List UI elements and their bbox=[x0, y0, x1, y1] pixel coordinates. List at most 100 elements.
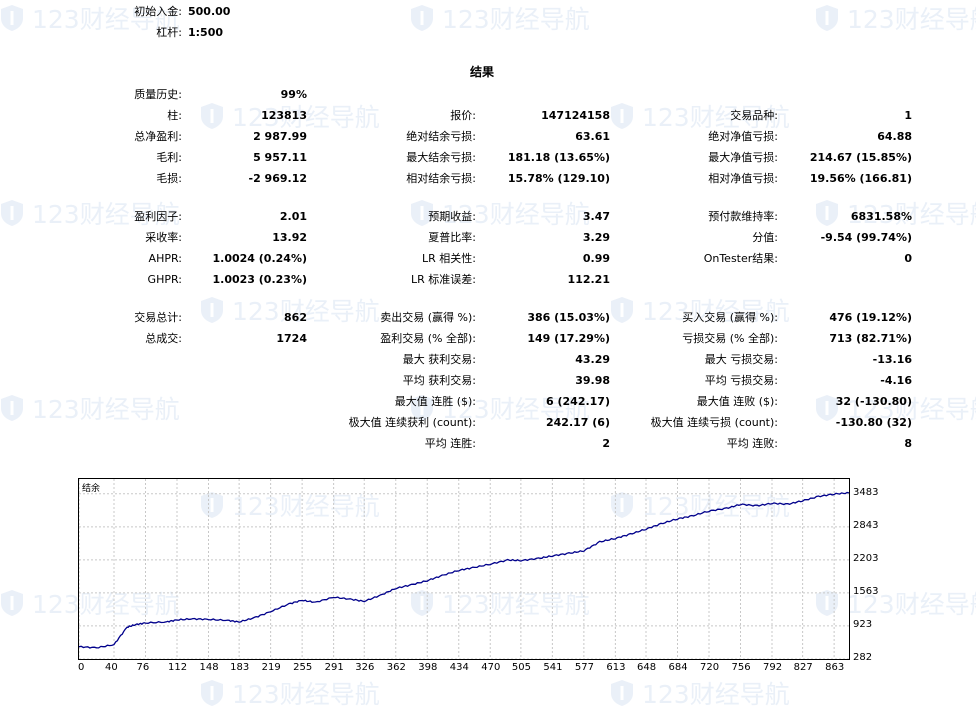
y-tick-label: 2203 bbox=[853, 552, 879, 564]
balance-chart: 结余 bbox=[78, 478, 850, 660]
stat-label: 采收率: bbox=[145, 231, 182, 244]
stat-value: 32 (-130.80) bbox=[835, 395, 912, 408]
stat-value: 242.17 (6) bbox=[546, 416, 610, 429]
watermark-text: 123财经导航 bbox=[847, 5, 976, 34]
x-tick-label: 434 bbox=[449, 662, 469, 673]
stat-label: LR 标准误差: bbox=[411, 273, 476, 286]
stat-label: LR 相关性: bbox=[422, 252, 476, 265]
x-tick-label: 827 bbox=[793, 662, 813, 673]
stat-value: 147124158 bbox=[541, 109, 610, 122]
y-tick-label: 1563 bbox=[853, 585, 879, 597]
watermark: 123财经导航 bbox=[610, 675, 790, 711]
stat-value: 2 bbox=[602, 437, 610, 450]
stat-label: OnTester结果: bbox=[703, 252, 778, 265]
stat-value: 214.67 (15.85%) bbox=[809, 151, 912, 164]
stat-value: 2 987.99 bbox=[253, 130, 307, 143]
stat-label: 最大结余亏损: bbox=[406, 151, 476, 164]
stat-label: 平均 连胜: bbox=[424, 437, 476, 450]
y-tick-label: 3483 bbox=[853, 486, 879, 498]
initial-deposit-label: 初始入金: bbox=[134, 5, 182, 18]
section-title: 结果 bbox=[470, 65, 495, 79]
stat-value: 5 957.11 bbox=[253, 151, 307, 164]
stat-label: 平均 亏损交易: bbox=[704, 374, 778, 387]
stat-label: 买入交易 (赢得 %): bbox=[682, 311, 778, 324]
stat-value: 112.21 bbox=[567, 273, 610, 286]
stat-label: GHPR: bbox=[147, 273, 182, 286]
stat-label: 柱: bbox=[167, 109, 182, 122]
y-tick-label: 282 bbox=[853, 652, 873, 663]
leverage-label: 杠杆: bbox=[156, 26, 182, 39]
x-tick-label: 577 bbox=[574, 662, 594, 673]
stat-value: -4.16 bbox=[880, 374, 912, 387]
shield-logo-icon bbox=[201, 680, 223, 706]
x-tick-label: 183 bbox=[230, 662, 250, 673]
stat-label: 交易总计: bbox=[134, 311, 182, 324]
x-tick-label: 613 bbox=[606, 662, 626, 673]
stat-label: 报价: bbox=[450, 109, 476, 122]
x-tick-label: 398 bbox=[418, 662, 438, 673]
x-tick-label: 648 bbox=[637, 662, 657, 673]
stat-value: 15.78% (129.10) bbox=[507, 172, 610, 185]
x-tick-label: 40 bbox=[105, 662, 118, 673]
stat-label: 极大值 连续获利 (count): bbox=[348, 416, 476, 429]
y-tick-label: 923 bbox=[853, 618, 873, 630]
x-tick-label: 0 bbox=[78, 662, 85, 673]
balance-chart-svg: 结余 bbox=[79, 479, 849, 659]
x-tick-label: 505 bbox=[511, 662, 531, 673]
x-tick-label: 219 bbox=[261, 662, 281, 673]
stat-label: 盈利交易 (% 全部): bbox=[380, 332, 476, 345]
x-tick-label: 792 bbox=[763, 662, 783, 673]
stat-label: 最大值 连胜 ($): bbox=[394, 395, 476, 408]
shield-logo-icon bbox=[1, 395, 23, 421]
stat-value: 181.18 (13.65%) bbox=[507, 151, 610, 164]
stat-label: 绝对结余亏损: bbox=[406, 130, 476, 143]
x-tick-label: 362 bbox=[386, 662, 406, 673]
stat-label: 相对净值亏损: bbox=[708, 172, 778, 185]
stat-value: 386 (15.03%) bbox=[527, 311, 610, 324]
stat-value: 99% bbox=[280, 88, 307, 101]
stat-value: 862 bbox=[284, 311, 307, 324]
stat-label: 最大 亏损交易: bbox=[704, 353, 778, 366]
x-tick-label: 720 bbox=[700, 662, 720, 673]
x-tick-label: 112 bbox=[168, 662, 188, 673]
stat-value: 19.56% (166.81) bbox=[809, 172, 912, 185]
stat-label: 预期收益: bbox=[428, 210, 476, 223]
stat-label: 质量历史: bbox=[134, 88, 182, 101]
stat-value: 1724 bbox=[276, 332, 307, 345]
x-tick-label: 326 bbox=[355, 662, 375, 673]
stat-label: 最大值 连败 ($): bbox=[696, 395, 778, 408]
stat-value: 1.0024 (0.24%) bbox=[212, 252, 308, 265]
stat-label: 卖出交易 (赢得 %): bbox=[380, 311, 476, 324]
stat-label: 总成交: bbox=[145, 332, 182, 345]
shield-logo-icon bbox=[1, 5, 23, 31]
x-tick-label: 863 bbox=[825, 662, 845, 673]
stat-value: 476 (19.12%) bbox=[829, 311, 912, 324]
stat-label: 极大值 连续亏损 (count): bbox=[650, 416, 778, 429]
stat-label: 毛损: bbox=[156, 172, 182, 185]
watermark-text: 123财经导航 bbox=[32, 395, 180, 424]
balance-line bbox=[79, 491, 849, 649]
stat-value: 1 bbox=[904, 109, 912, 122]
chart-legend: 结余 bbox=[82, 482, 100, 494]
x-tick-label: 684 bbox=[668, 662, 688, 673]
stat-value: 123813 bbox=[261, 109, 307, 122]
stat-value: 713 (82.71%) bbox=[829, 332, 912, 345]
shield-logo-icon bbox=[611, 680, 633, 706]
stat-value: 64.88 bbox=[877, 130, 912, 143]
stat-label: 夏普比率: bbox=[428, 231, 476, 244]
watermark: 123财经导航 bbox=[200, 675, 380, 711]
stat-label: 预付款维持率: bbox=[708, 210, 778, 223]
stat-label: 平均 获利交易: bbox=[402, 374, 476, 387]
stat-label: 交易品种: bbox=[730, 109, 778, 122]
watermark-text: 123财经导航 bbox=[442, 5, 590, 34]
watermark: 123财经导航 bbox=[815, 0, 976, 36]
stat-value: 43.29 bbox=[575, 353, 610, 366]
stat-value: 2.01 bbox=[279, 210, 307, 223]
stat-label: 最大 获利交易: bbox=[402, 353, 476, 366]
stat-value: 6 (242.17) bbox=[546, 395, 610, 408]
stat-value: 1.0023 (0.23%) bbox=[212, 273, 308, 286]
stat-value: 39.98 bbox=[575, 374, 610, 387]
x-tick-label: 291 bbox=[324, 662, 344, 673]
x-tick-label: 76 bbox=[136, 662, 150, 673]
watermark: 123财经导航 bbox=[410, 0, 590, 36]
